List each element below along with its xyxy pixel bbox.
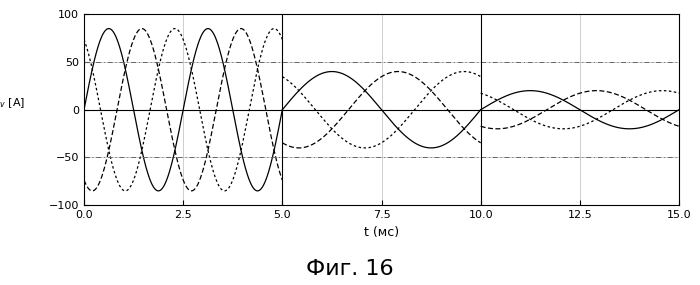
Y-axis label: i$_{inv}$ [A]: i$_{inv}$ [A] [0, 96, 25, 110]
Text: Фиг. 16: Фиг. 16 [306, 259, 394, 279]
X-axis label: t (мс): t (мс) [364, 226, 399, 239]
